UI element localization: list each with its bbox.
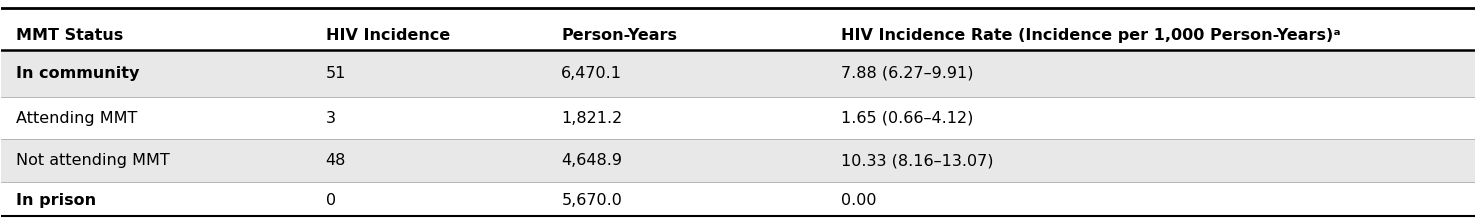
Text: 10.33 (8.16–13.07): 10.33 (8.16–13.07)	[842, 153, 994, 168]
Text: MMT Status: MMT Status	[16, 28, 123, 43]
Text: 4,648.9: 4,648.9	[562, 153, 622, 168]
Text: 3: 3	[326, 111, 335, 125]
Text: Not attending MMT: Not attending MMT	[16, 153, 170, 168]
Text: 51: 51	[326, 66, 345, 81]
FancyBboxPatch shape	[1, 139, 1475, 182]
FancyBboxPatch shape	[1, 50, 1475, 97]
Text: 7.88 (6.27–9.91): 7.88 (6.27–9.91)	[842, 66, 974, 81]
Text: 6,470.1: 6,470.1	[562, 66, 622, 81]
Text: In community: In community	[16, 66, 139, 81]
Text: 48: 48	[326, 153, 345, 168]
Text: In prison: In prison	[16, 193, 96, 208]
Text: 5,670.0: 5,670.0	[562, 193, 622, 208]
Text: Attending MMT: Attending MMT	[16, 111, 138, 125]
Text: 1.65 (0.66–4.12): 1.65 (0.66–4.12)	[842, 111, 974, 125]
Text: Person-Years: Person-Years	[562, 28, 677, 43]
Text: 0.00: 0.00	[842, 193, 877, 208]
Text: HIV Incidence: HIV Incidence	[326, 28, 451, 43]
Text: 0: 0	[326, 193, 336, 208]
Text: HIV Incidence Rate (Incidence per 1,000 Person-Years)ᵃ: HIV Incidence Rate (Incidence per 1,000 …	[842, 28, 1341, 43]
Text: 1,821.2: 1,821.2	[562, 111, 622, 125]
